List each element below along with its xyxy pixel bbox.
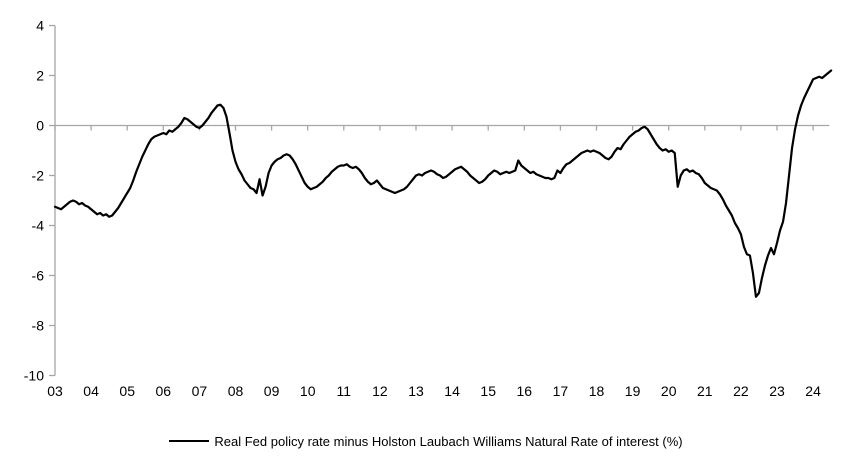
y-tick-label: -8 xyxy=(32,318,45,334)
x-tick-label: 21 xyxy=(697,383,713,399)
x-tick-label: 11 xyxy=(337,383,352,399)
x-tick-label: 08 xyxy=(228,383,244,399)
x-tick-label: 23 xyxy=(769,383,785,399)
x-tick-label: 19 xyxy=(625,383,641,399)
y-tick-label: -4 xyxy=(32,218,45,234)
x-tick-label: 03 xyxy=(47,383,63,399)
x-tick-label: 15 xyxy=(480,383,496,399)
x-tick-label: 18 xyxy=(589,383,605,399)
y-tick-label: 2 xyxy=(36,68,44,84)
x-tick-label: 09 xyxy=(264,383,280,399)
x-tick-label: 06 xyxy=(156,383,172,399)
y-tick-label: -2 xyxy=(32,168,45,184)
x-tick-label: 07 xyxy=(192,383,208,399)
x-tick-label: 13 xyxy=(408,383,424,399)
x-tick-label: 04 xyxy=(83,383,99,399)
chart-legend: Real Fed policy rate minus Holston Lauba… xyxy=(0,432,852,450)
x-tick-label: 17 xyxy=(553,383,569,399)
x-tick-label: 20 xyxy=(661,383,677,399)
x-tick-label: 10 xyxy=(300,383,316,399)
y-tick-label: -6 xyxy=(32,268,45,284)
x-tick-label: 24 xyxy=(805,383,821,399)
y-tick-label: 0 xyxy=(36,118,44,134)
y-tick-label: 4 xyxy=(36,18,44,34)
x-tick-label: 12 xyxy=(372,383,388,399)
y-tick-label: -10 xyxy=(24,368,44,384)
x-tick-label: 05 xyxy=(119,383,135,399)
legend-label: Real Fed policy rate minus Holston Lauba… xyxy=(214,433,683,449)
x-tick-label: 14 xyxy=(444,383,460,399)
legend-line-swatch xyxy=(169,440,210,442)
x-tick-label: 22 xyxy=(733,383,749,399)
x-tick-label: 16 xyxy=(517,383,533,399)
series-line xyxy=(53,69,833,298)
